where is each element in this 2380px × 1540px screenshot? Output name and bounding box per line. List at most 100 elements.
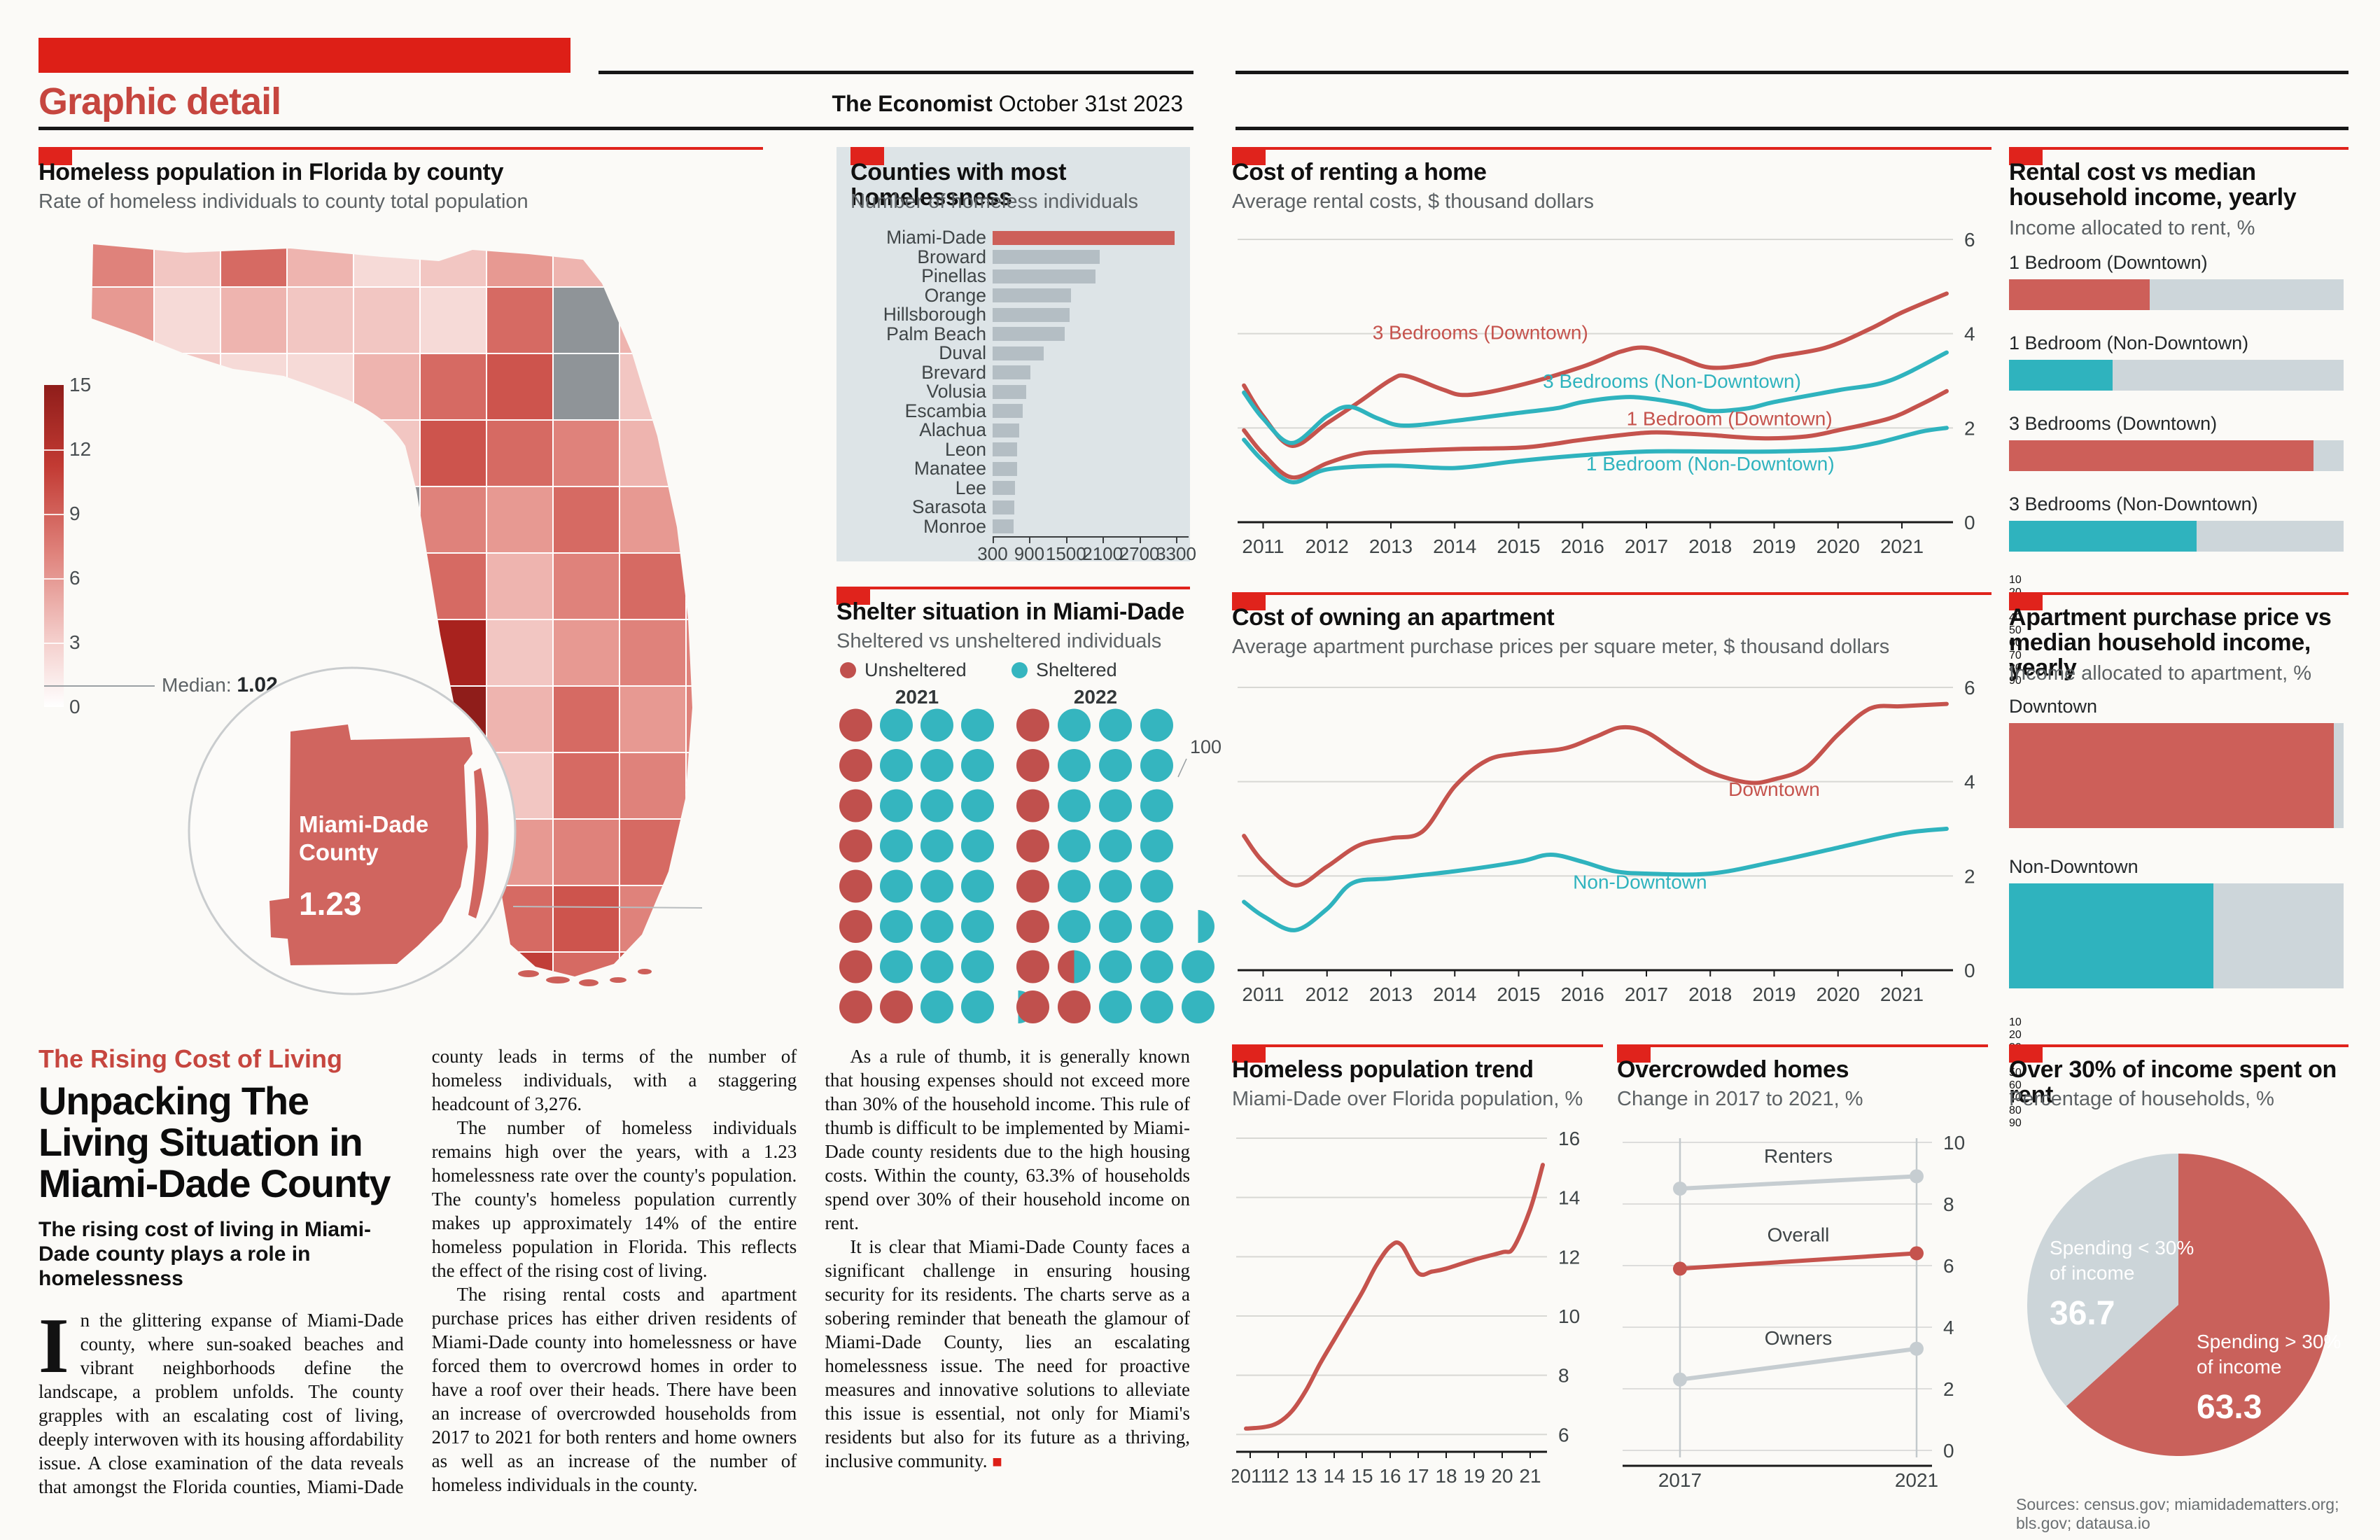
- county-bar-row: Alachua: [846, 419, 1182, 440]
- panel-accent: [1232, 592, 1991, 610]
- county-label: Orange: [924, 284, 986, 306]
- under30-label-line1: Spending < 30%: [2050, 1237, 2194, 1259]
- sheltered-dot: [1140, 950, 1173, 983]
- unsheltered-dot: [839, 869, 872, 903]
- county-cell: [619, 885, 687, 953]
- county-bar: [993, 404, 1023, 419]
- split-dot-unsheltered-half: [1058, 950, 1074, 983]
- x-tick-label: 2015: [1497, 983, 1540, 1005]
- over30-value: 63.3: [2197, 1389, 2262, 1426]
- county-cell: [153, 419, 221, 487]
- x-tick-label: 2011: [1242, 536, 1284, 557]
- slope-endpoint: [1910, 1341, 1924, 1356]
- x-tick-label: 2014: [1433, 536, 1476, 557]
- unsheltered-label: Unsheltered: [864, 659, 967, 680]
- sheltered-dot: [920, 830, 953, 862]
- county-cell: [92, 286, 155, 354]
- income-bar-group: 3 Bedrooms (Downtown): [2009, 413, 2344, 471]
- sheltered-dot: [880, 830, 913, 862]
- scale-tick-line: [44, 514, 64, 515]
- x-tick-label: 2012: [1306, 536, 1349, 557]
- counties-x-axis: 300 900 1500 2100 2700 3300: [977, 536, 1196, 564]
- axis-tick-mark: [1029, 538, 1031, 543]
- x-tick-label: 2020: [1816, 536, 1860, 557]
- rent-line-chart: 2011 2012 2013 2014 2015 2016 2017 2018 2019 2020…: [1238, 229, 1975, 557]
- county-bar-row: Miami-Dade: [846, 227, 1182, 248]
- over30-label-line1: Spending > 30%: [2197, 1331, 2341, 1352]
- sheltered-dot: [1140, 708, 1173, 742]
- sheltered-dot: [961, 869, 994, 903]
- x-tick-label: 2021: [1880, 536, 1924, 557]
- y-tick-label: 6: [1943, 1255, 1954, 1277]
- end-mark: ■: [992, 1452, 1002, 1472]
- issue-date: October 31st 2023: [998, 91, 1183, 116]
- overcrowded-panel: Overcrowded homes Change in 2017 to 2021…: [1617, 1044, 1988, 1512]
- sheltered-dot: [1058, 910, 1091, 943]
- county-cell: [619, 619, 687, 687]
- county-cell: [552, 552, 620, 620]
- county-bar-row: Hillsborough: [846, 304, 1182, 325]
- county-cell: [486, 619, 554, 687]
- income-bar-track: [2009, 723, 2344, 828]
- article-paragraph: The rising rental costs and apartment pu…: [431, 1284, 797, 1496]
- county-cell: [153, 619, 221, 687]
- county-cell: [552, 486, 620, 554]
- x-tick-label: 2015: [1497, 536, 1540, 557]
- county-cell: [92, 685, 155, 753]
- axis-tick-label: 90: [2009, 675, 2022, 687]
- counties-subtitle: Number of homeless individuals: [850, 190, 1139, 213]
- income-pie-panel: Over 30% of income spent on rent Percent…: [2009, 1044, 2348, 1532]
- y-tick-label: 10: [1558, 1306, 1580, 1327]
- county-cell: [92, 885, 155, 953]
- unsheltered-dot: [839, 708, 872, 742]
- county-cell: [552, 353, 620, 421]
- x-tick-label: 2019: [1752, 983, 1795, 1005]
- axis-tick-mark: [993, 538, 994, 543]
- y-tick-label: 4: [1943, 1317, 1954, 1338]
- sheltered-dot: [961, 910, 994, 943]
- county-cell: [286, 552, 354, 620]
- panel-accent: [2009, 147, 2348, 165]
- unit-annotation-line: [1177, 758, 1187, 778]
- split-dot-sheltered-half: [1074, 950, 1091, 983]
- y-tick-label: 8: [1558, 1365, 1569, 1387]
- slope-line: [1678, 1174, 1919, 1191]
- y-tick-label: 0: [1964, 512, 1975, 533]
- x-tick-label: 2011: [1232, 1465, 1271, 1487]
- unsheltered-dot: [1016, 708, 1049, 742]
- county-cell: [619, 286, 687, 354]
- county-cell: [619, 818, 687, 886]
- x-tick-label: 2021: [1880, 983, 1924, 1005]
- county-cell: [419, 486, 487, 554]
- county-cell: [685, 244, 692, 288]
- county-bar: [993, 442, 1018, 457]
- income-bar-fill: [2009, 279, 2150, 310]
- sheltered-dot: [1182, 950, 1214, 983]
- county-cell: [92, 752, 155, 820]
- choropleth-color-scale: [44, 385, 64, 707]
- sheltered-dot: [1140, 749, 1173, 782]
- income-bar-label: 1 Bedroom (Downtown): [2009, 252, 2208, 273]
- income-bar-track: [2009, 883, 2344, 988]
- county-bar: [993, 307, 1070, 322]
- axis-tick-label: 80: [2009, 662, 2022, 674]
- slope-endpoint: [1910, 1169, 1924, 1184]
- y-tick-label: 6: [1558, 1424, 1569, 1446]
- header-rule: [1236, 127, 2348, 130]
- county-cell: [286, 486, 354, 554]
- scale-tick-line: [44, 643, 64, 644]
- county-cell: [685, 419, 692, 487]
- county-bar-row: Sarasota: [846, 496, 1182, 517]
- under30-value: 36.7: [2050, 1295, 2115, 1332]
- florida-keys-islet: [579, 979, 598, 986]
- unsheltered-dot: [839, 910, 872, 943]
- legend-sheltered: Sheltered: [1011, 659, 1117, 681]
- series-line: [1242, 426, 1949, 484]
- county-cell: [353, 552, 421, 620]
- article-headline: Unpacking The Living Situation in Miami-…: [38, 1079, 391, 1205]
- county-cell: [92, 552, 155, 620]
- sheltered-dot: [920, 869, 953, 903]
- county-cell: [552, 286, 620, 354]
- county-cell: [419, 353, 487, 421]
